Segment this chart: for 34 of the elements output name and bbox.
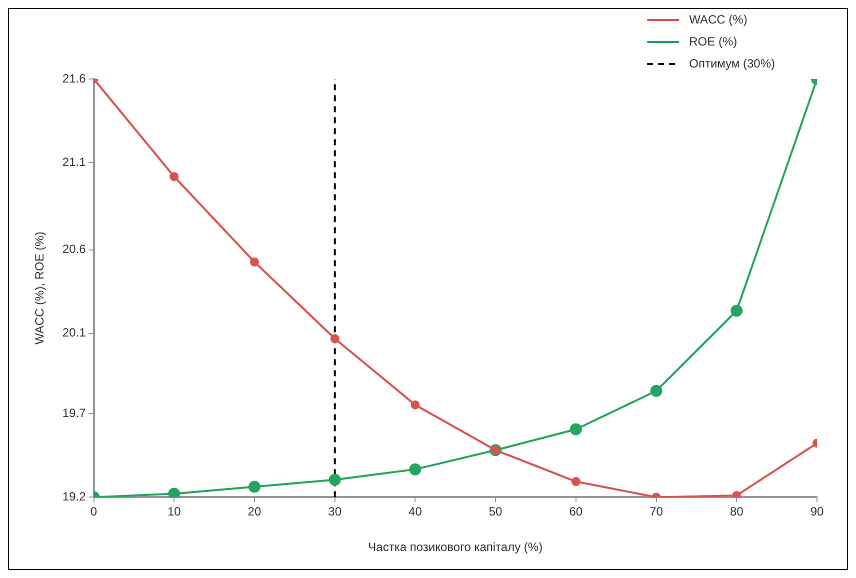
y-tick-label: 19.7 [62, 406, 86, 420]
point [571, 477, 580, 486]
x-axis-title: Частка позикового капіталу (%) [368, 540, 543, 554]
x-tick-label: 20 [248, 504, 262, 519]
y-axis-title: WACC (%), ROE (%) [32, 232, 47, 345]
point [168, 488, 180, 498]
y-tick-label: 21.1 [62, 154, 86, 169]
x-tick-label: 40 [408, 504, 422, 519]
point [409, 463, 422, 476]
x-tick-label: 60 [569, 504, 583, 519]
x-tick-label: 80 [730, 504, 744, 519]
point [328, 474, 341, 486]
x-tick-label: 0 [90, 504, 98, 519]
point [410, 400, 420, 410]
point [650, 384, 662, 397]
x-tick-label: 10 [167, 504, 182, 519]
point [730, 304, 743, 317]
point [250, 257, 259, 266]
point [248, 480, 260, 493]
point [330, 334, 340, 344]
y-tick-label: 20.6 [62, 242, 86, 256]
x-tick-label: 90 [810, 504, 824, 519]
legend-label: Оптимум (30%) [689, 56, 776, 70]
point [732, 490, 742, 498]
point [170, 172, 179, 182]
y-tick-label: 20.1 [62, 326, 86, 340]
x-tick-label: 70 [650, 504, 664, 519]
legend-label: WACC (%) [689, 12, 748, 26]
y-tick-label: 21.6 [62, 71, 86, 86]
point [570, 423, 582, 436]
legend-label: ROE (%) [689, 34, 738, 48]
y-tick-label: 19.2 [62, 490, 86, 504]
x-tick-label: 30 [328, 504, 342, 519]
x-tick-label: 50 [488, 504, 503, 519]
